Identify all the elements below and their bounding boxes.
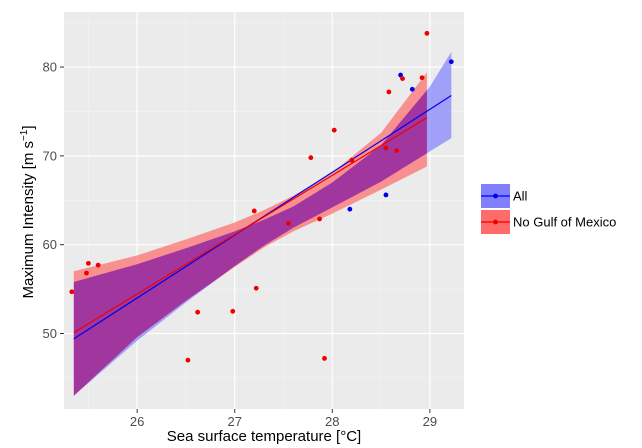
- y-tick-label: 80: [43, 60, 57, 75]
- no_gulf-data-point: [185, 357, 191, 363]
- no_gulf-data-point: [424, 30, 430, 36]
- y-axis-ticks: 50 60 70 80: [43, 60, 64, 341]
- no_gulf-data-point: [331, 127, 337, 133]
- x-axis-ticks: 26 27 28 29: [130, 409, 437, 429]
- y-axis-title: Maximum Intensity [m s−1]: [19, 125, 37, 298]
- no_gulf-data-point: [285, 220, 291, 226]
- all-data-point: [347, 206, 353, 212]
- no_gulf-data-point: [322, 355, 327, 361]
- no_gulf-data-point: [253, 285, 259, 291]
- no_gulf-data-point: [400, 76, 405, 82]
- y-tick-label: 50: [43, 326, 57, 341]
- no_gulf-legend-label: No Gulf of Mexico: [513, 215, 616, 230]
- fit-lines: [73, 94, 452, 340]
- no_gulf-fit-line: [73, 117, 428, 334]
- no_gulf-data-point: [69, 289, 75, 295]
- no_gulf-data-point: [251, 208, 257, 214]
- no_gulf-data-point: [95, 262, 101, 268]
- no_gulf-legend-point: [493, 219, 498, 225]
- no_gulf-data-point: [419, 75, 425, 81]
- no_gulf-data-point: [317, 216, 323, 222]
- legend: All No Gulf of Mexico: [481, 184, 616, 234]
- no_gulf-data-point: [85, 260, 91, 266]
- y-tick-label: 60: [43, 237, 57, 252]
- all-data-point: [409, 86, 415, 92]
- no_gulf-data-point: [349, 157, 355, 163]
- y-tick-label: 70: [43, 148, 57, 163]
- no_gulf-data-point: [386, 89, 392, 95]
- x-tick-label: 28: [325, 414, 339, 429]
- data-points: [69, 30, 454, 363]
- no_gulf-data-point: [383, 145, 389, 151]
- y-axis-title-superscript: −1: [19, 129, 30, 141]
- x-tick-label: 29: [423, 414, 437, 429]
- no_gulf-data-point: [84, 270, 89, 276]
- all-data-point: [448, 59, 454, 65]
- band-overlap-region: [73, 72, 427, 396]
- y-axis-title-end: ]: [20, 125, 37, 129]
- y-axis-title-main: Maximum Intensity [m s: [20, 141, 37, 299]
- x-tick-label: 26: [130, 414, 144, 429]
- confidence-bands: [73, 52, 452, 396]
- x-axis-title: Sea surface temperature [°C]: [167, 428, 361, 445]
- no_gulf-data-point: [394, 148, 400, 153]
- no_gulf-data-point: [308, 155, 314, 161]
- all-data-point: [383, 192, 389, 198]
- all-data-point: [398, 72, 403, 78]
- no_gulf-data-point: [230, 308, 236, 314]
- all-legend-label: All: [513, 189, 528, 204]
- x-tick-label: 27: [227, 414, 241, 429]
- no_gulf-data-point: [195, 309, 201, 315]
- all-legend-point: [493, 193, 498, 199]
